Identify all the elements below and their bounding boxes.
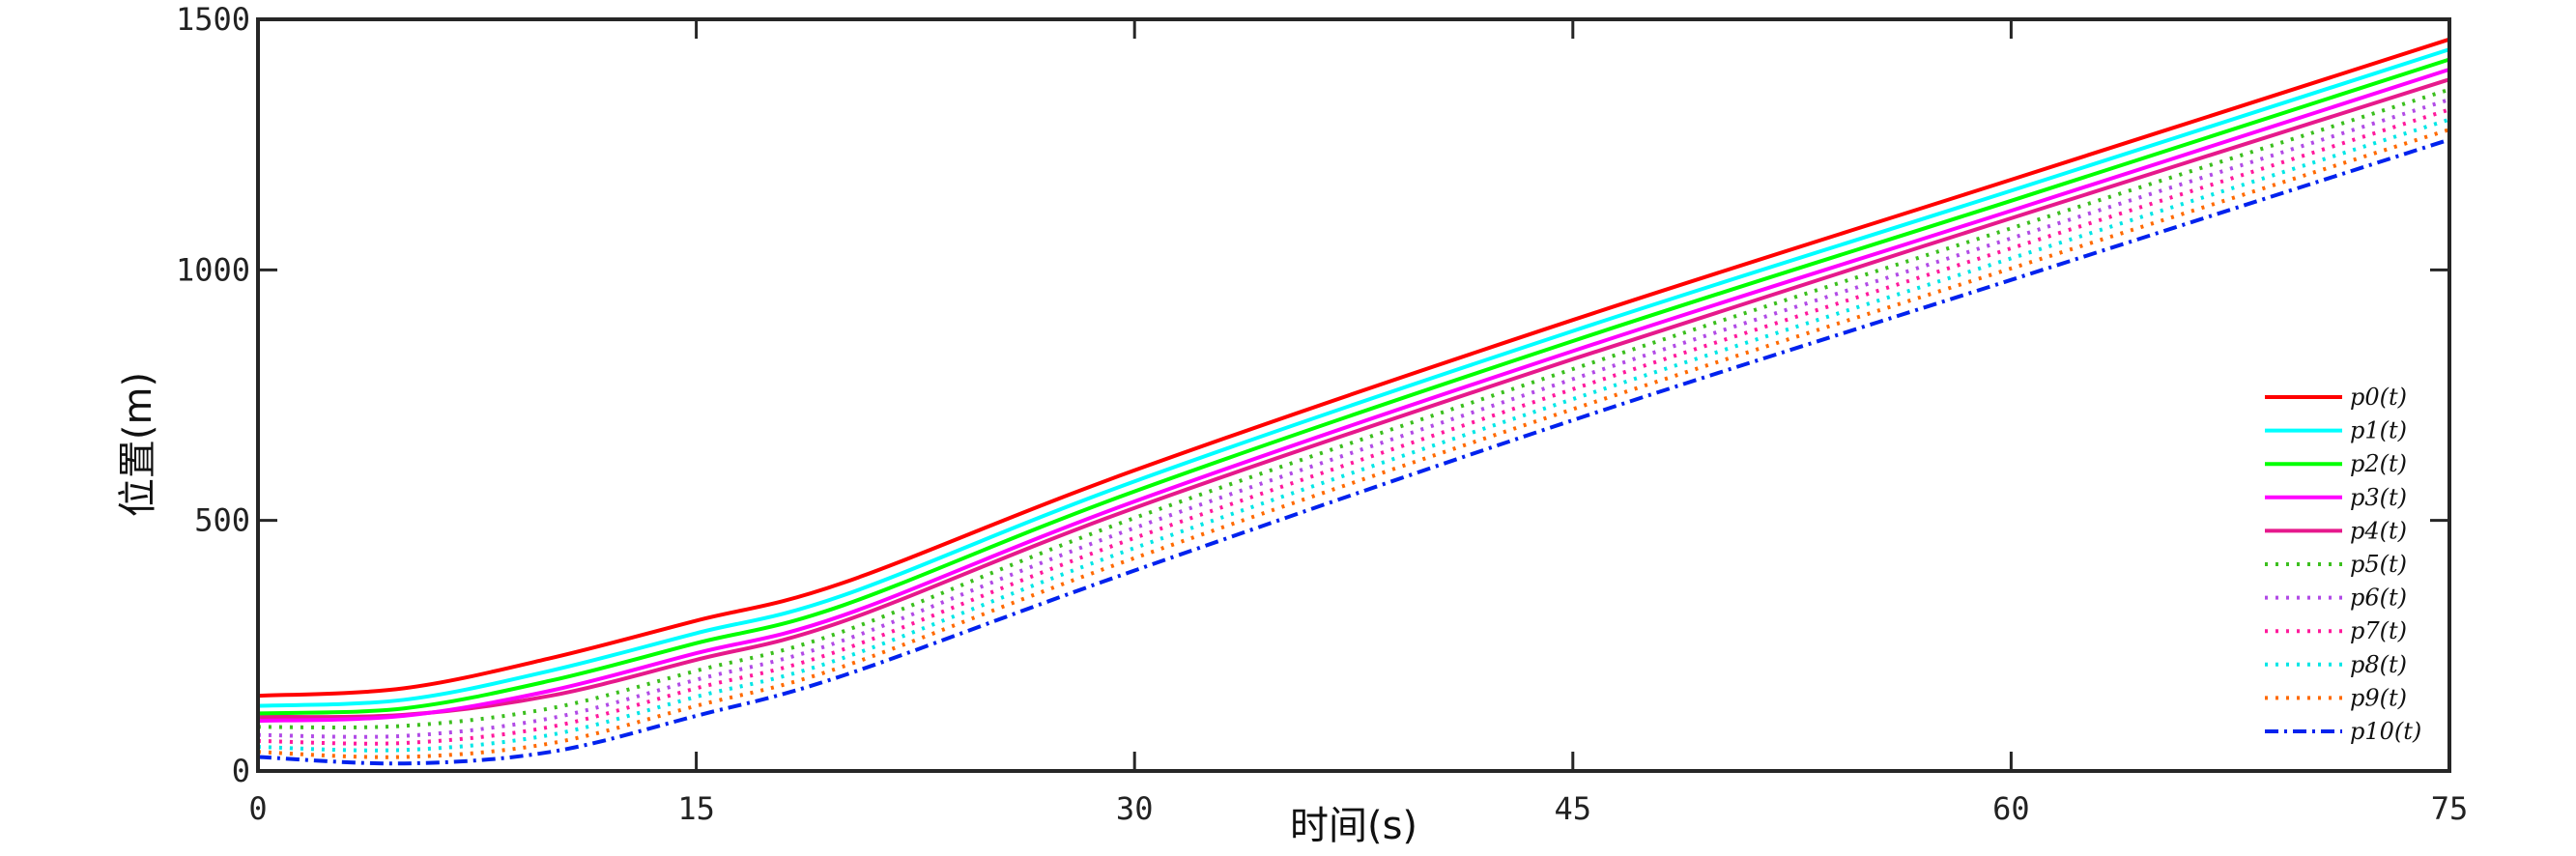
y-axis-title: 位置(m) bbox=[116, 372, 160, 517]
legend-label: p0(t) bbox=[2350, 384, 2407, 411]
x-tick-label: 75 bbox=[2431, 790, 2469, 827]
series-line-p10t bbox=[257, 137, 2450, 766]
legend-label: p5(t) bbox=[2350, 551, 2407, 578]
legend-label: p3(t) bbox=[2350, 484, 2407, 511]
y-tick-label: 1000 bbox=[176, 251, 250, 288]
series-line-p7t bbox=[257, 107, 2450, 746]
x-tick-label: 30 bbox=[1116, 790, 1154, 827]
series-line-p5t bbox=[257, 87, 2450, 730]
x-tick-label: 45 bbox=[1555, 790, 1592, 827]
axes-layer: 0 15 30 45 60 75 0 500 1000 1500 bbox=[176, 1, 2468, 827]
y-tick-label: 0 bbox=[232, 753, 250, 789]
legend-label: p4(t) bbox=[2350, 517, 2407, 544]
legend-label: p6(t) bbox=[2350, 585, 2407, 612]
legend-label: p10(t) bbox=[2350, 718, 2421, 745]
series-layer bbox=[257, 37, 2450, 766]
x-tick-label: 0 bbox=[248, 790, 267, 827]
series-line-p6t bbox=[257, 98, 2450, 739]
y-tick-label: 500 bbox=[194, 502, 250, 539]
axes-frame bbox=[256, 17, 2451, 773]
x-tick-label: 60 bbox=[1992, 790, 2030, 827]
x-tick-label: 15 bbox=[677, 790, 715, 827]
legend-label: p9(t) bbox=[2350, 684, 2407, 711]
series-line-p4t bbox=[257, 77, 2450, 720]
legend-label: p1(t) bbox=[2350, 417, 2407, 444]
legend-label: p8(t) bbox=[2350, 651, 2407, 678]
series-line-p0t bbox=[257, 37, 2450, 699]
series-line-p2t bbox=[257, 57, 2450, 716]
legend-label: p2(t) bbox=[2350, 450, 2407, 477]
x-axis-title: 时间(s) bbox=[1290, 804, 1417, 848]
legend: p0(t) p1(t) p2(t) p3(t) p4(t) p5(t) p6(t) p7(t)… bbox=[2265, 384, 2421, 745]
series-line-p1t bbox=[257, 47, 2450, 708]
legend-label: p7(t) bbox=[2350, 617, 2407, 644]
series-line-p3t bbox=[257, 67, 2450, 724]
y-tick-label: 1500 bbox=[176, 1, 250, 38]
